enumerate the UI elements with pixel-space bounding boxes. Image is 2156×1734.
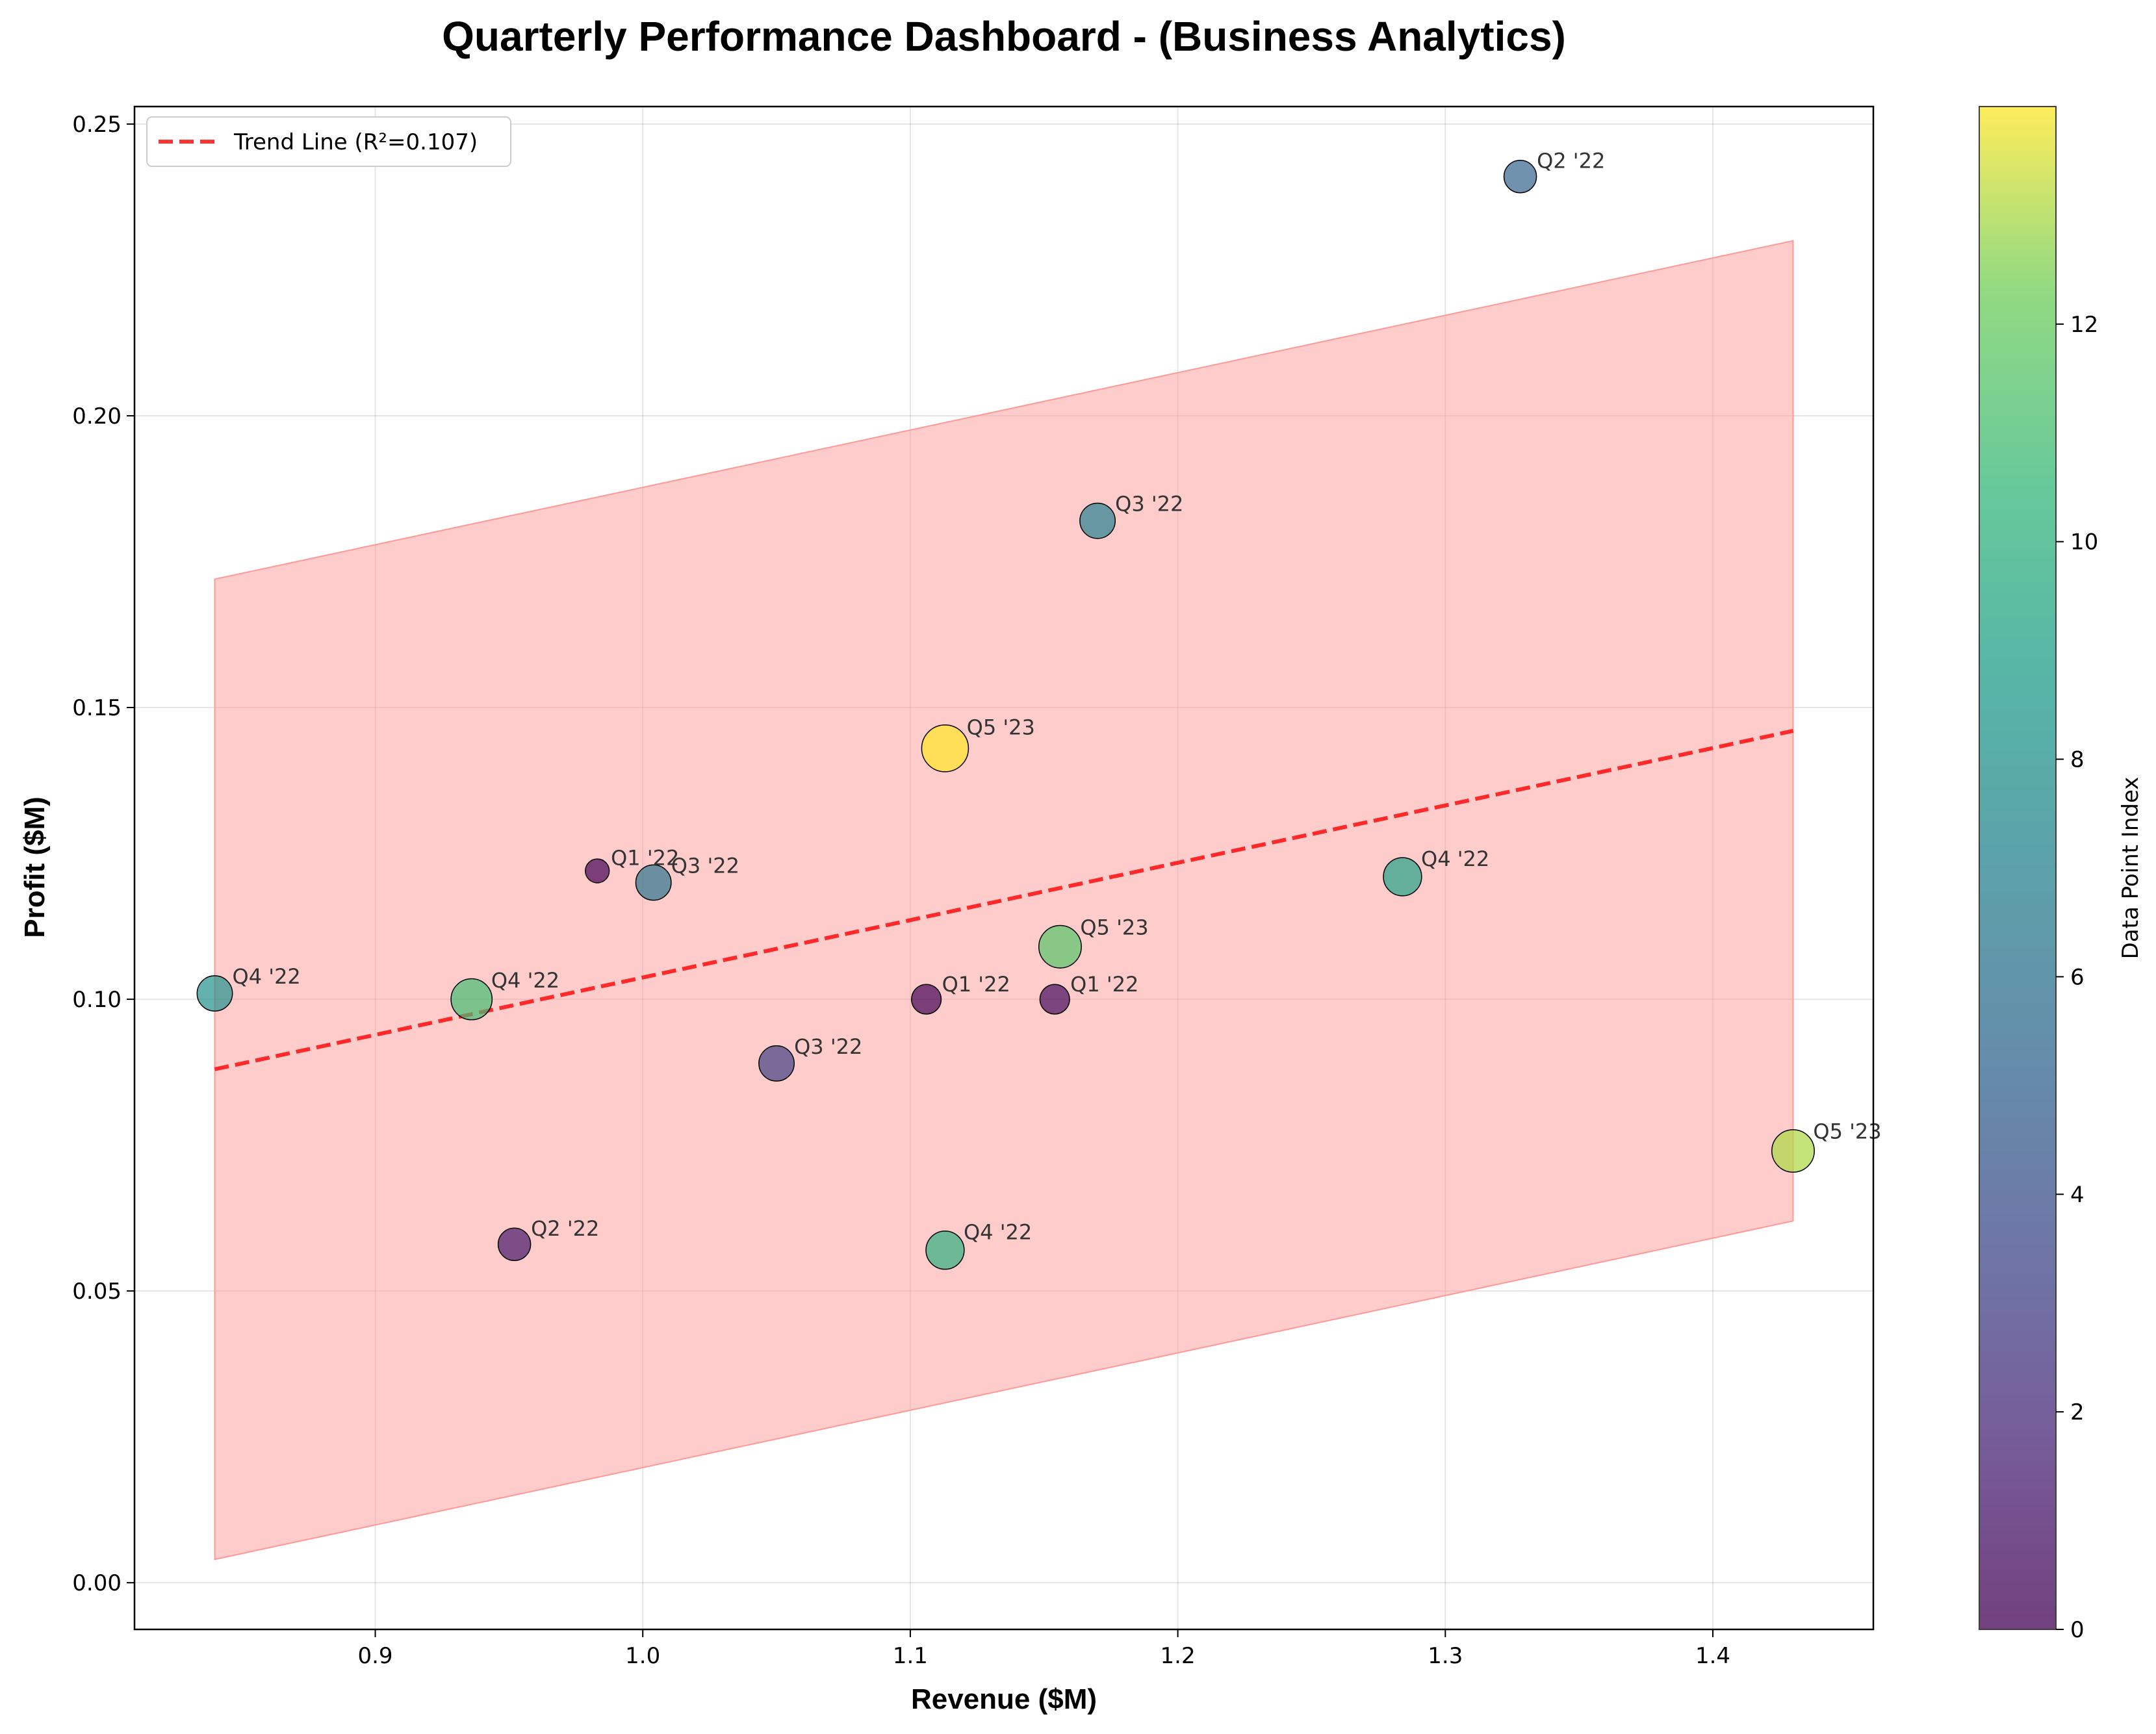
plot-area: Q1 '22 Q1 '22 Q1 '22 Q2 '22 Q3 '22 Q2 '22 Q3 '… bbox=[133, 105, 1882, 1631]
point-label: Q4 '22 bbox=[233, 964, 301, 989]
x-tick-label: 1.1 bbox=[893, 1643, 928, 1669]
y-tick-label: 0.20 bbox=[72, 403, 122, 429]
point-label: Q2 '22 bbox=[1537, 148, 1605, 173]
colorbar-ticks: 0 2 4 6 8 10 12 bbox=[2056, 312, 2098, 1643]
data-points bbox=[196, 160, 1815, 1270]
point-label: Q5 '23 bbox=[967, 715, 1035, 740]
legend: Trend Line (R²=0.107) bbox=[146, 116, 511, 167]
point-label: Q4 '22 bbox=[491, 968, 559, 993]
point-label: Q4 '22 bbox=[1421, 847, 1489, 871]
chart-title: Quarterly Performance Dashboard - (Busin… bbox=[442, 13, 1566, 60]
data-point bbox=[1503, 160, 1537, 194]
point-label: Q2 '22 bbox=[531, 1216, 599, 1241]
data-point bbox=[1079, 502, 1116, 539]
plot-frame bbox=[133, 105, 1875, 1631]
y-axis-ticks: 0.00 0.05 0.10 0.15 0.20 0.25 bbox=[72, 112, 135, 1596]
colorbar-tick-label: 4 bbox=[2070, 1182, 2085, 1208]
data-point bbox=[1383, 857, 1422, 897]
colorbar-tick-label: 6 bbox=[2070, 964, 2085, 990]
y-tick-label: 0.00 bbox=[72, 1570, 122, 1596]
x-tick-label: 1.4 bbox=[1695, 1643, 1730, 1669]
confidence-band bbox=[214, 240, 1794, 1561]
data-point bbox=[450, 978, 493, 1021]
data-point bbox=[925, 1230, 965, 1270]
y-tick-label: 0.10 bbox=[72, 987, 122, 1013]
data-point bbox=[1038, 924, 1082, 969]
y-tick-label: 0.15 bbox=[72, 695, 122, 721]
x-axis-ticks: 0.9 1.0 1.1 1.2 1.3 1.4 bbox=[357, 1629, 1730, 1669]
point-label: Q3 '22 bbox=[671, 853, 739, 878]
point-label: Q5 '23 bbox=[1080, 915, 1148, 939]
colorbar-tick-label: 0 bbox=[2070, 1617, 2085, 1643]
x-tick-label: 1.3 bbox=[1428, 1643, 1463, 1669]
legend-entry-trend: Trend Line (R²=0.107) bbox=[233, 129, 478, 155]
colorbar-gradient bbox=[1979, 106, 2057, 1630]
point-label: Q1 '22 bbox=[942, 972, 1010, 997]
data-point bbox=[585, 858, 610, 884]
data-point bbox=[196, 975, 233, 1012]
x-axis-label: Revenue ($M) bbox=[911, 1683, 1097, 1715]
data-point bbox=[497, 1227, 532, 1262]
point-label: Q4 '22 bbox=[964, 1220, 1032, 1245]
legend-box bbox=[146, 116, 511, 167]
colorbar-tick-label: 2 bbox=[2070, 1399, 2085, 1425]
x-tick-label: 1.2 bbox=[1161, 1643, 1196, 1669]
colorbar-tick-label: 12 bbox=[2070, 312, 2098, 338]
colorbar-tick-label: 8 bbox=[2070, 747, 2085, 773]
point-labels: Q1 '22 Q1 '22 Q1 '22 Q2 '22 Q3 '22 Q2 '22 Q3 '… bbox=[233, 148, 1882, 1244]
data-point bbox=[635, 864, 672, 901]
data-point bbox=[1771, 1129, 1815, 1173]
y-axis-label: Profit ($M) bbox=[19, 797, 51, 938]
point-label: Q1 '22 bbox=[1070, 972, 1138, 997]
x-tick-label: 0.9 bbox=[357, 1643, 392, 1669]
data-point bbox=[911, 984, 942, 1015]
point-label: Q3 '22 bbox=[794, 1034, 862, 1059]
colorbar: 0 2 4 6 8 10 12 Data Point Index bbox=[1979, 106, 2144, 1643]
y-tick-label: 0.25 bbox=[72, 112, 122, 138]
data-point bbox=[1039, 984, 1070, 1015]
data-point bbox=[921, 724, 969, 772]
colorbar-tick-label: 10 bbox=[2070, 529, 2098, 555]
point-label: Q3 '22 bbox=[1115, 492, 1183, 516]
colorbar-label: Data Point Index bbox=[2118, 777, 2144, 960]
y-tick-label: 0.05 bbox=[72, 1279, 122, 1305]
point-label: Q1 '22 bbox=[611, 846, 679, 871]
data-point bbox=[758, 1045, 795, 1082]
point-label: Q5 '23 bbox=[1813, 1119, 1881, 1144]
x-tick-label: 1.0 bbox=[625, 1643, 660, 1669]
